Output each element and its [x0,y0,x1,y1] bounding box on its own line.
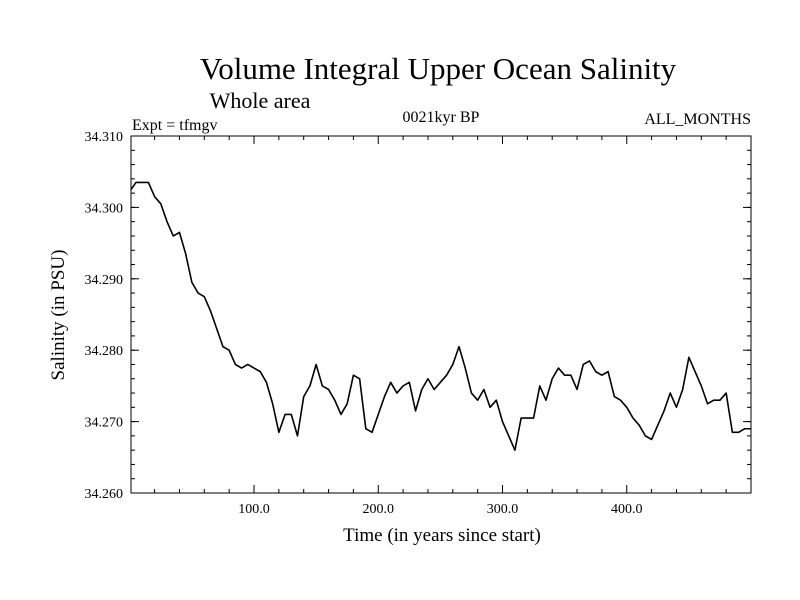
plot-frame [130,135,752,494]
x-tick-label: 100.0 [238,502,270,517]
y-tick-label: 34.260 [85,487,124,502]
y-tick-label: 34.280 [85,344,124,359]
y-tick-label: 34.290 [85,273,124,288]
y-axis-label: Salinity (in PSU) [48,250,69,381]
y-tick-label: 34.300 [85,201,124,216]
y-axis: 34.260 34.270 34.280 34.290 34.300 34.310 [85,130,751,502]
expt-label: Expt = tfmgv [132,117,217,134]
y-tick-label: 34.310 [85,130,124,145]
x-tick-label: 200.0 [363,502,395,517]
x-tick-label: 300.0 [487,502,519,517]
y-tick-label: 34.270 [85,416,124,431]
x-axis: 100.0 200.0 300.0 400.0 [154,136,727,517]
months-label: ALL_MONTHS [644,111,751,128]
chart-title: Volume Integral Upper Ocean Salinity [200,51,677,86]
x-axis-label: Time (in years since start) [343,525,541,546]
chart-subtitle: Whole area [210,88,311,113]
series-line [130,181,751,451]
period-label: 0021kyr BP [403,109,480,126]
x-tick-label: 400.0 [611,502,643,517]
